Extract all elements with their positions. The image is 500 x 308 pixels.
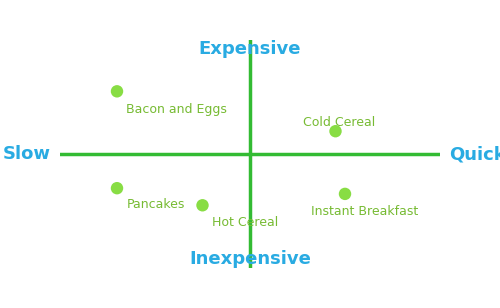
Text: Slow: Slow bbox=[2, 145, 50, 163]
Text: Pancakes: Pancakes bbox=[126, 198, 185, 212]
Point bbox=[113, 186, 121, 191]
Point bbox=[113, 89, 121, 94]
Text: Quick: Quick bbox=[450, 145, 500, 163]
Text: Hot Cereal: Hot Cereal bbox=[212, 216, 278, 229]
Text: Instant Breakfast: Instant Breakfast bbox=[311, 205, 418, 218]
Point bbox=[341, 191, 349, 197]
Text: Cold Cereal: Cold Cereal bbox=[303, 116, 376, 129]
Text: Inexpensive: Inexpensive bbox=[189, 250, 311, 268]
Point bbox=[332, 129, 340, 134]
Text: Bacon and Eggs: Bacon and Eggs bbox=[126, 103, 228, 116]
Text: Expensive: Expensive bbox=[199, 40, 301, 58]
Point bbox=[198, 203, 206, 208]
